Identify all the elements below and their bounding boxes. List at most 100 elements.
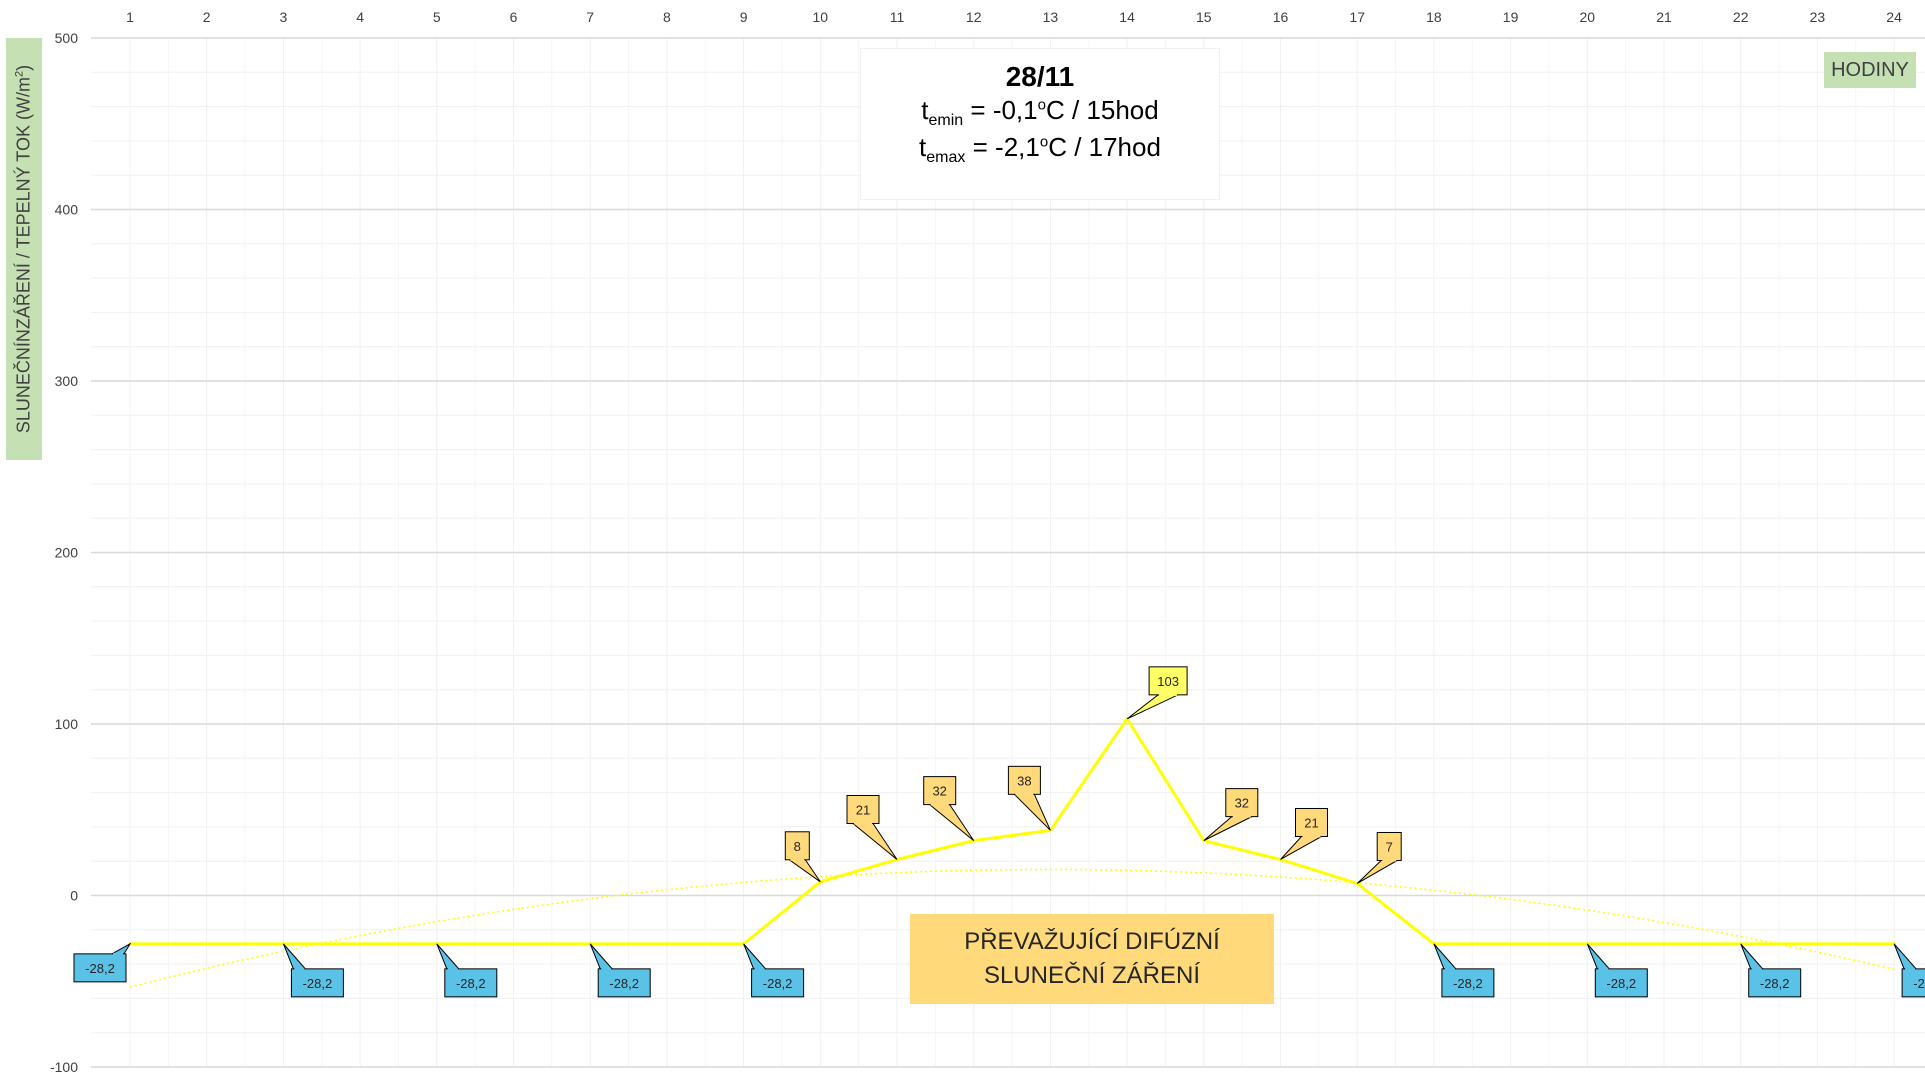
data-label-pointer bbox=[1013, 793, 1051, 831]
data-label-pointer bbox=[1586, 943, 1611, 970]
x-tick-label: 3 bbox=[280, 9, 288, 25]
x-tick-label: 1 bbox=[126, 9, 134, 25]
data-label-pointer bbox=[1280, 835, 1324, 860]
x-tick-label: 24 bbox=[1886, 9, 1902, 25]
data-label-box bbox=[1225, 788, 1259, 818]
data-label-box bbox=[444, 968, 498, 998]
data-label-callout: 32 bbox=[923, 776, 975, 842]
annotation-line-1: PŘEVAŽUJÍCÍ DIFÚZNÍ bbox=[964, 928, 1220, 955]
data-label-callout: 103 bbox=[1126, 666, 1188, 720]
data-label-pointer bbox=[110, 942, 132, 955]
data-label-pointer bbox=[1356, 859, 1400, 884]
data-label-callout: -28,2 bbox=[73, 942, 132, 983]
data-label-text: 8 bbox=[794, 839, 801, 854]
y-tick-label: 0 bbox=[70, 888, 78, 904]
data-label-box bbox=[597, 968, 651, 998]
data-label-callout: -28,2 bbox=[743, 943, 805, 998]
data-point bbox=[1662, 942, 1666, 946]
y-tick-label: 300 bbox=[55, 373, 79, 389]
trendline bbox=[129, 868, 1895, 988]
x-tick-label: 23 bbox=[1810, 9, 1826, 25]
data-label-box bbox=[1594, 968, 1648, 998]
data-label-pointer bbox=[851, 822, 898, 860]
data-label-pointer bbox=[928, 804, 975, 842]
data-label-pointer bbox=[589, 943, 614, 970]
data-label-text: -28,2 bbox=[763, 976, 793, 991]
data-label-callout: -28,2 bbox=[1893, 943, 1925, 998]
data-label-pointer bbox=[1126, 694, 1179, 720]
x-tick-label: 16 bbox=[1273, 9, 1289, 25]
x-tick-label: 4 bbox=[356, 9, 364, 25]
data-label-text: -28,2 bbox=[303, 976, 333, 991]
data-label-text: -28,2 bbox=[609, 976, 639, 991]
data-label-text: 21 bbox=[1304, 815, 1318, 830]
data-label-pointer bbox=[787, 859, 821, 883]
y-tick-label: 200 bbox=[55, 545, 79, 561]
data-label-text: 103 bbox=[1157, 674, 1179, 689]
x-tick-label: 12 bbox=[966, 9, 982, 25]
info-date: 28/11 bbox=[1005, 61, 1075, 92]
y-tick-label: 500 bbox=[55, 30, 79, 46]
annotation-box: PŘEVAŽUJÍCÍ DIFÚZNÍ SLUNEČNÍ ZÁŘENÍ bbox=[910, 914, 1274, 1004]
data-label-callout: 21 bbox=[846, 794, 898, 860]
x-tick-label: 2 bbox=[203, 9, 211, 25]
y-tick-label: 100 bbox=[55, 716, 79, 732]
series-line bbox=[130, 716, 1895, 946]
y-tick-label: -100 bbox=[50, 1059, 78, 1075]
x-tick-label: 10 bbox=[813, 9, 829, 25]
x-tick-label: 11 bbox=[890, 9, 905, 25]
data-point bbox=[1815, 942, 1819, 946]
data-point bbox=[205, 942, 209, 946]
data-label-box bbox=[751, 968, 805, 998]
data-label-text: -28,2 bbox=[1760, 976, 1790, 991]
data-point bbox=[512, 942, 515, 946]
data-label-text: 32 bbox=[932, 784, 946, 799]
data-label-box bbox=[1901, 968, 1925, 998]
x-tick-label: 6 bbox=[510, 9, 518, 25]
data-label-box bbox=[1295, 807, 1328, 837]
data-label-callout: 7 bbox=[1356, 831, 1402, 884]
x-tick-label: 17 bbox=[1349, 9, 1365, 25]
data-label-text: -28,2 bbox=[1606, 976, 1636, 991]
data-label-text: -28,2 bbox=[1453, 976, 1483, 991]
data-label-callout: -28,2 bbox=[436, 943, 498, 998]
data-label-box bbox=[1007, 765, 1041, 795]
data-label-box bbox=[784, 831, 810, 861]
x-tick-label: 5 bbox=[433, 9, 441, 25]
data-label-text: 21 bbox=[856, 802, 870, 817]
info-temp-max: temax = -2,1oC / 17hod bbox=[919, 132, 1161, 167]
y-axis-title-box bbox=[6, 38, 42, 460]
info-temp-min: temin = -0,1oC / 15hod bbox=[921, 95, 1159, 130]
data-point bbox=[1509, 942, 1513, 946]
x-tick-label: 8 bbox=[663, 9, 671, 25]
data-label-pointer bbox=[1433, 943, 1458, 970]
data-label-callout: -28,2 bbox=[1586, 943, 1648, 998]
y-tick-label: 400 bbox=[55, 202, 79, 218]
data-label-callout: 21 bbox=[1280, 807, 1328, 860]
data-label-text: -28,2 bbox=[85, 961, 115, 976]
data-label-text: 38 bbox=[1017, 773, 1031, 788]
x-tick-label: 19 bbox=[1503, 9, 1519, 25]
data-label-box bbox=[1748, 968, 1802, 998]
x-tick-label: 22 bbox=[1733, 9, 1749, 25]
data-label-callout: -28,2 bbox=[1740, 943, 1802, 998]
data-label-callout: -28,2 bbox=[282, 943, 344, 998]
data-label-pointer bbox=[743, 943, 767, 970]
data-label-text: -28,2 bbox=[1913, 976, 1925, 991]
info-box: 28/11 temin = -0,1oC / 15hod temax = -2,… bbox=[860, 48, 1220, 200]
data-label-box bbox=[1148, 666, 1188, 696]
data-label-text: -28,2 bbox=[456, 976, 486, 991]
data-point bbox=[665, 942, 669, 946]
data-label-callout: 8 bbox=[784, 831, 821, 883]
x-tick-label: 14 bbox=[1119, 9, 1135, 25]
x-tick-label: 21 bbox=[1656, 9, 1672, 25]
x-tick-label: 18 bbox=[1426, 9, 1442, 25]
y-axis-title: SLUNEČNÍNZÁŘENÍ / TEPELNÝ TOK (W/m2) bbox=[13, 64, 34, 434]
data-label-callout: 32 bbox=[1203, 788, 1259, 842]
x-axis-title: HODINY bbox=[1824, 52, 1916, 88]
data-label-box bbox=[1376, 831, 1402, 861]
data-label-box bbox=[73, 953, 127, 983]
data-label-callout: 38 bbox=[1007, 765, 1051, 831]
data-label-pointer bbox=[1203, 816, 1253, 842]
